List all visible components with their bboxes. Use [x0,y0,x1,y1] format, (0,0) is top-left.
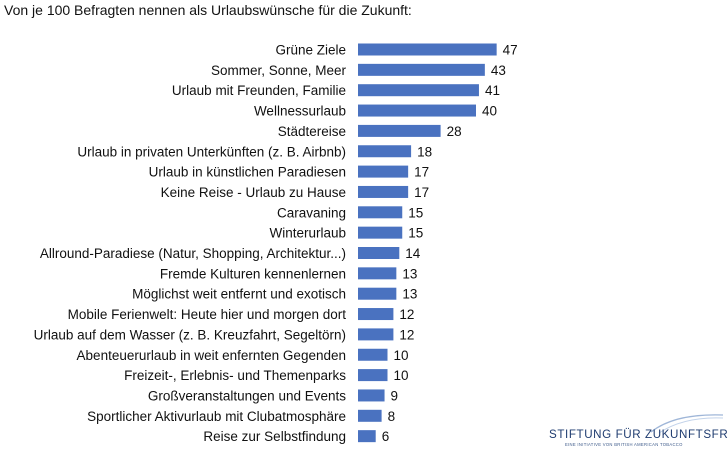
value-label: 10 [394,348,409,363]
category-label: Fremde Kulturen kennenlernen [160,266,346,281]
category-label: Großveranstaltungen und Events [148,388,346,403]
bar [358,165,409,178]
bar [358,389,385,402]
bar [358,84,479,97]
value-label: 41 [485,83,500,98]
bar [358,206,403,219]
category-label: Winterurlaub [269,226,346,241]
bar [358,124,441,137]
value-label: 13 [402,287,417,302]
bars-layer: Grüne Ziele 47 Sommer, Sonne, Meer 43 Urlaub… [34,43,518,445]
category-label: Städtereise [278,124,346,139]
value-label: 8 [388,409,396,424]
bar [358,104,476,117]
value-label: 9 [391,388,399,403]
bar [358,63,485,76]
value-label: 6 [382,429,390,444]
value-label: 12 [399,307,414,322]
category-label: Grüne Ziele [275,43,346,58]
category-label: Wellnessurlaub [254,104,346,119]
bar [358,328,394,341]
category-label: Keine Reise - Urlaub zu Hause [161,185,346,200]
value-label: 43 [491,63,506,78]
category-label: Abenteuerurlaub in weit enfernten Gegend… [77,348,346,363]
bar [358,267,397,280]
value-label: 47 [503,43,518,58]
category-label: Urlaub auf dem Wasser (z. B. Kreuzfahrt,… [34,327,346,342]
category-label: Urlaub in künstlichen Paradiesen [149,165,346,180]
category-label: Reise zur Selbstfindung [203,429,346,444]
value-label: 18 [417,144,432,159]
value-label: 40 [482,104,497,119]
bar [358,287,397,300]
bar [358,247,400,259]
logo: STIFTUNG FÜR ZUKUNFTSFRAGEN EINE INITIAT… [549,414,728,450]
value-label: 28 [447,124,462,139]
category-label: Mobile Ferienwelt: Heute hier und morgen… [68,307,347,322]
bar [358,226,403,239]
value-label: 14 [405,246,421,261]
bar [358,369,388,382]
category-label: Allround-Paradiese (Natur, Shopping, Arc… [40,246,346,261]
category-label: Sportlicher Aktivurlaub mit Clubatmosphä… [87,409,346,424]
value-label: 12 [399,327,414,342]
logo-text: STIFTUNG FÜR ZUKUNFTSFRAGEN [549,428,728,441]
value-label: 10 [394,368,409,383]
value-label: 13 [402,266,417,281]
category-label: Urlaub in privaten Unterkünften (z. B. A… [77,144,346,159]
logo-swoosh-icon [650,414,724,434]
value-label: 17 [414,185,429,200]
bar [358,308,394,321]
bar [358,348,388,361]
bar [358,185,409,198]
chart-title: Von je 100 Befragten nennen als Urlaubsw… [4,2,412,18]
bar [358,409,382,422]
bar [358,430,376,443]
category-label: Freizeit-, Erlebnis- und Themenparks [124,368,346,383]
category-label: Urlaub mit Freunden, Familie [172,83,346,98]
category-label: Caravaning [277,205,346,220]
category-label: Sommer, Sonne, Meer [211,63,347,78]
value-label: 17 [414,165,429,180]
bar [358,43,497,56]
category-label: Möglichst weit entfernt und exotisch [132,287,346,302]
logo-tagline: EINE INITIATIVE VON BRITISH AMERICAN TOB… [565,442,683,447]
value-label: 15 [408,205,423,220]
value-label: 15 [408,226,423,241]
bar [358,145,412,158]
